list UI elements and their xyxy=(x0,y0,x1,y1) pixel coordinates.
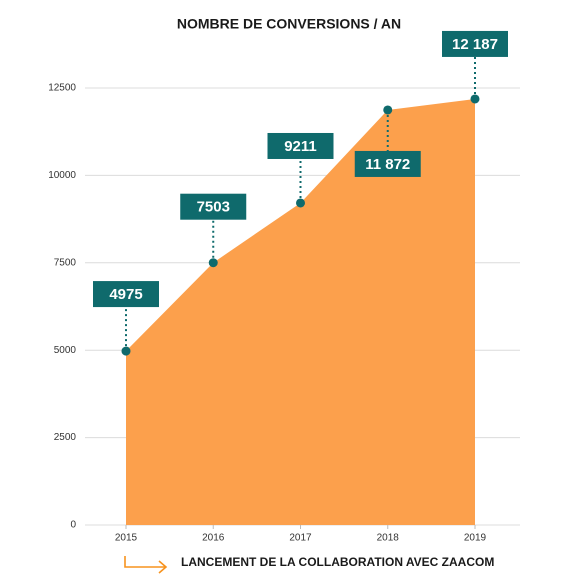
y-tick-label: 0 xyxy=(70,520,76,531)
x-tick-label: 2018 xyxy=(377,533,400,544)
x-tick-label: 2019 xyxy=(464,533,487,544)
value-label: 9211 xyxy=(284,138,317,155)
annotation-arrow xyxy=(124,556,168,574)
annotation: LANCEMENT DE LA COLLABORATION AVEC ZAACO… xyxy=(181,555,494,569)
area xyxy=(126,98,475,526)
label-box xyxy=(180,193,247,220)
y-tick-label: 5000 xyxy=(54,345,77,356)
label-box xyxy=(354,150,421,177)
chart-title: NOMBRE DE CONVERSIONS / AN xyxy=(177,16,401,32)
label-box xyxy=(267,132,334,159)
value-label: 12 187 xyxy=(452,36,498,53)
y-tick-label: 10000 xyxy=(48,170,76,181)
x-tick-label: 2017 xyxy=(289,533,312,544)
y-tick-label: 2500 xyxy=(54,432,77,443)
value-label: 4975 xyxy=(109,286,142,303)
point xyxy=(296,198,305,208)
point xyxy=(470,94,480,104)
y-tick-label: 12500 xyxy=(48,83,76,94)
label-box xyxy=(442,30,508,57)
x-tick-label: 2015 xyxy=(115,533,138,544)
value-label: 11 872 xyxy=(365,156,410,173)
point xyxy=(383,105,393,115)
label-box xyxy=(93,281,159,308)
x-tick-label: 2016 xyxy=(202,533,225,544)
point xyxy=(121,346,131,356)
value-label: 7503 xyxy=(197,199,230,216)
point xyxy=(208,258,218,268)
y-tick-label: 7500 xyxy=(54,257,77,268)
